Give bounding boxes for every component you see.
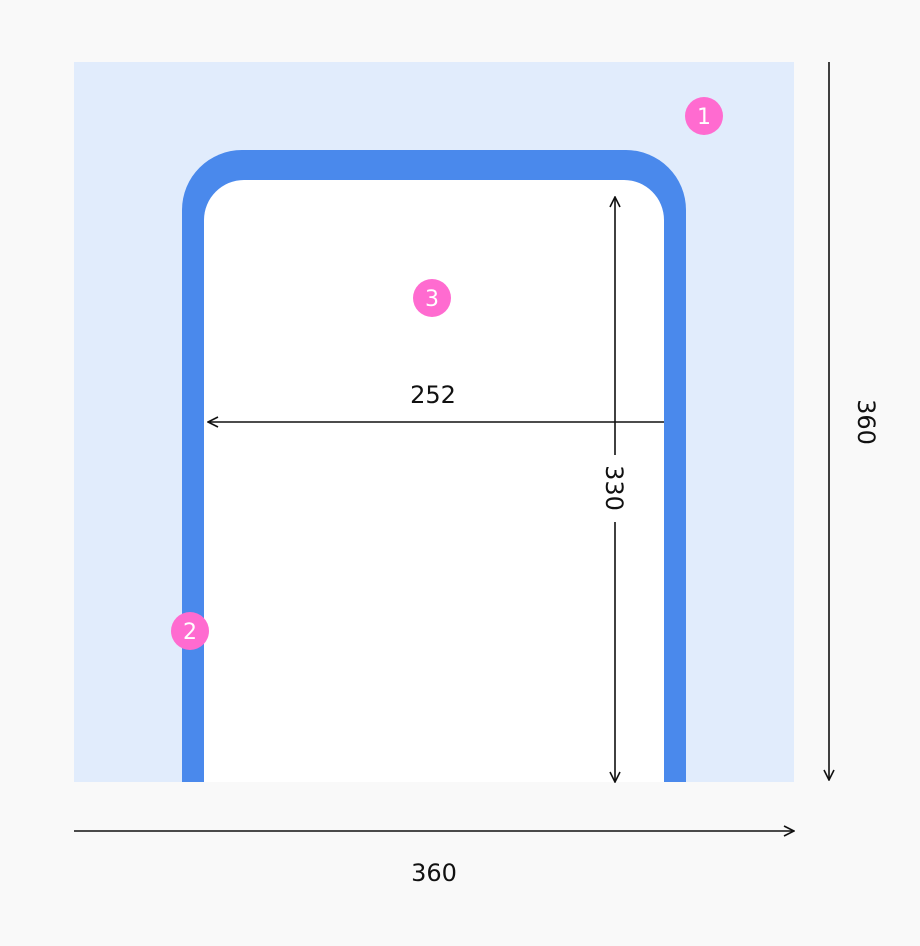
inner-content-area	[204, 180, 664, 782]
svg-text:3: 3	[425, 287, 439, 312]
total-width-label: 360	[411, 859, 457, 887]
badge-3: 3	[413, 279, 451, 317]
badge-2: 2	[171, 612, 209, 650]
svg-text:1: 1	[697, 105, 711, 130]
inner-height-label: 330	[600, 465, 628, 511]
svg-text:2: 2	[183, 620, 197, 645]
badge-1: 1	[685, 97, 723, 135]
total-height-label: 360	[852, 399, 880, 445]
inner-width-label: 252	[410, 381, 456, 409]
